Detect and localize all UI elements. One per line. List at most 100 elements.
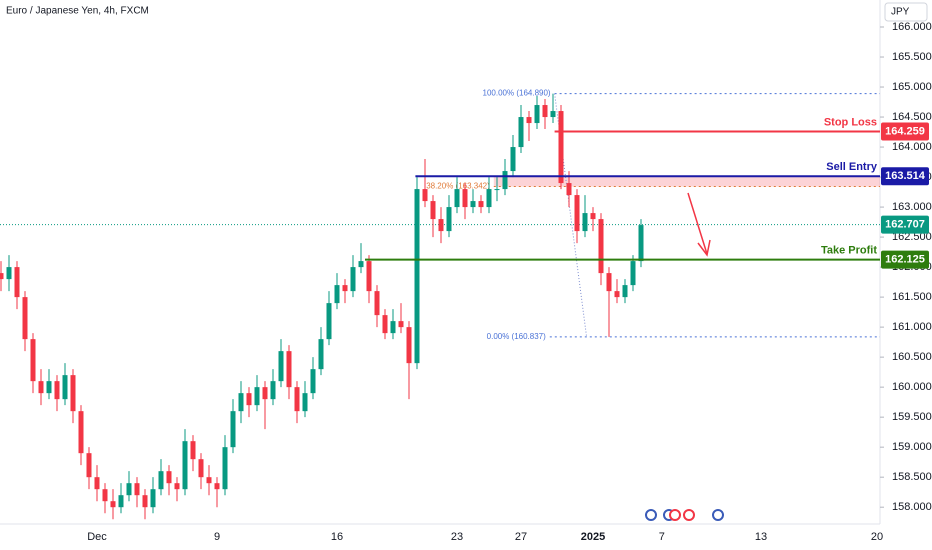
candle-body: [102, 489, 108, 502]
currency-button[interactable]: [884, 2, 928, 22]
candle-body: [406, 327, 412, 364]
candle-body: [238, 393, 244, 412]
event-icon[interactable]: [712, 509, 724, 521]
candle-body: [638, 225, 644, 262]
fib-label: 38.20% (163.342): [426, 182, 490, 191]
candle-body: [86, 453, 92, 478]
candle-body: [486, 189, 492, 208]
x-tick-label: 7: [659, 531, 665, 543]
plot: 100.00% (164.890) 38.20% (163.342) 0.00% (…: [0, 89, 880, 520]
candle-body: [382, 315, 388, 334]
candle-body: [422, 189, 428, 202]
x-tick-label: 13: [755, 531, 767, 543]
candle-body: [222, 447, 228, 490]
y-tick-label: 160.500: [892, 351, 932, 363]
candle-body: [78, 411, 84, 454]
candle-body: [246, 393, 252, 406]
x-tick-label: 9: [214, 531, 220, 543]
candle-body: [526, 117, 532, 124]
candle-body: [566, 183, 572, 196]
candle-body: [622, 285, 628, 298]
candle-body: [270, 381, 276, 400]
candle-body: [134, 483, 140, 496]
candle-body: [374, 291, 380, 316]
y-tick-label: 159.500: [892, 411, 932, 423]
candle-body: [150, 489, 156, 508]
y-tick-label: 162.500: [892, 231, 932, 243]
candle-body: [30, 339, 36, 382]
y-tick-label: 161.500: [892, 291, 932, 303]
candle-body: [310, 369, 316, 394]
chart-title: Euro / Japanese Yen, 4h, FXCM: [6, 6, 149, 17]
candle-body: [558, 111, 564, 184]
event-icon[interactable]: [683, 509, 695, 521]
candle-body: [550, 111, 556, 118]
arrow-head: [697, 239, 711, 257]
candle-body: [302, 393, 308, 412]
x-tick-label: Dec: [87, 531, 107, 543]
price-badge: [881, 215, 929, 234]
price-badge: [881, 167, 929, 186]
candle-body: [358, 261, 364, 268]
candle-body: [518, 117, 524, 148]
x-tick-label: 20: [871, 531, 883, 543]
candle-body: [478, 201, 484, 208]
candle-body: [366, 261, 372, 292]
candle-body: [254, 387, 260, 406]
candle-body: [590, 213, 596, 220]
candle-body: [62, 375, 68, 400]
x-tick-label: 2025: [581, 531, 605, 543]
candle-body: [414, 189, 420, 364]
price-badge-label: 162.707: [885, 219, 925, 231]
candle-body: [190, 441, 196, 460]
candle-body: [54, 381, 60, 400]
candle-body: [350, 267, 356, 292]
candle-body: [94, 477, 100, 490]
candle-body: [334, 285, 340, 304]
fib-trend-line: [554, 93, 588, 337]
candle-body: [534, 105, 540, 124]
candle-body: [614, 291, 620, 298]
candle-body: [342, 285, 348, 292]
candle-body: [454, 189, 460, 208]
y-tick-label: 165.000: [892, 81, 932, 93]
candle-body: [630, 261, 636, 286]
candle-body: [598, 219, 604, 274]
candle-body: [182, 441, 188, 490]
candle-body: [14, 267, 20, 298]
price-badge: [881, 122, 929, 141]
y-tick-label: 163.000: [892, 201, 932, 213]
candle-body: [430, 201, 436, 220]
candle-body: [6, 267, 12, 280]
candle-body: [198, 459, 204, 478]
y-tick-label: 161.000: [892, 321, 932, 333]
candle-body: [0, 273, 4, 280]
candle-body: [294, 387, 300, 412]
x-tick-label: 23: [451, 531, 463, 543]
candle-body: [46, 381, 52, 394]
candle-body: [230, 411, 236, 448]
trade-level-label: Stop Loss: [824, 116, 877, 128]
trade-level-label: Sell Entry: [826, 161, 878, 173]
price-badge-label: 162.125: [885, 254, 925, 266]
candle-body: [542, 105, 548, 118]
candle-body: [38, 381, 44, 394]
y-tick-label: 158.500: [892, 471, 932, 483]
price-badge: [881, 250, 929, 269]
candle-body: [118, 495, 124, 508]
candle-body: [206, 477, 212, 484]
candle-body: [502, 171, 508, 190]
event-icon[interactable]: [669, 509, 681, 521]
candle-body: [438, 219, 444, 232]
y-tick-label: 164.000: [892, 141, 932, 153]
candle-body: [262, 387, 268, 400]
entry-zone: [493, 176, 880, 187]
candle-body: [398, 321, 404, 328]
y-tick-label: 166.000: [892, 21, 932, 33]
trade-level-label: Take Profit: [821, 245, 877, 257]
candle-body: [166, 471, 172, 484]
y-tick-label: 165.500: [892, 51, 932, 63]
event-icon[interactable]: [645, 509, 657, 521]
candle-body: [446, 207, 452, 232]
